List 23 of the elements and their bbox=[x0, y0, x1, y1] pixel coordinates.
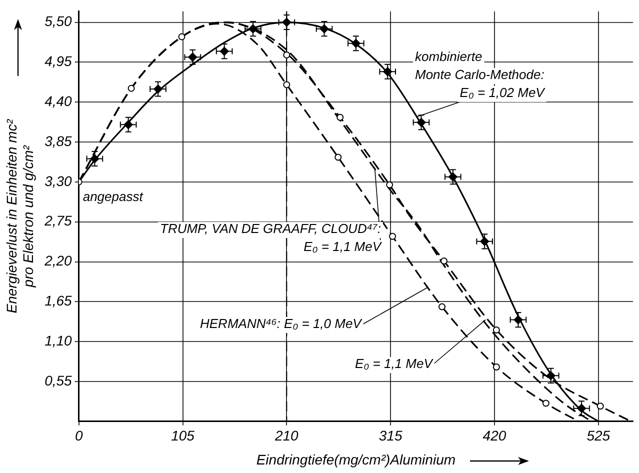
y-tick-label: 0,55 bbox=[44, 372, 72, 388]
y-tick-label: 3,30 bbox=[44, 172, 72, 189]
x-tick-label: 420 bbox=[482, 428, 506, 444]
y-tick-label: 4,95 bbox=[44, 53, 72, 70]
annotation: TRUMP, VAN DE GRAAFF, CLOUD⁴⁷: E₀ = 1,1 MeV bbox=[160, 221, 382, 254]
x-axis-title: Eindringtiefe(mg/cm²)Aluminium bbox=[256, 451, 456, 468]
annotation: kombinierte Monte Carlo-Methode: E₀ = 1,02 MeV bbox=[415, 49, 546, 100]
y-axis-title: Energieverlust in Einheiten mc² pro Elektron und g/cm² bbox=[3, 118, 36, 314]
annotation: HERMANN⁴⁶: E₀ = 1,0 MeV bbox=[200, 316, 363, 332]
y-tick-label: 5,50 bbox=[44, 13, 72, 30]
x-tick-label: 315 bbox=[378, 428, 402, 444]
annotation: angepasst bbox=[82, 189, 144, 204]
y-tick-label: 2,75 bbox=[44, 212, 72, 229]
y-tick-label: 1,10 bbox=[44, 332, 72, 348]
annotation: E₀ = 1,1 MeV bbox=[355, 356, 434, 372]
y-tick-label: 1,65 bbox=[44, 292, 72, 309]
y-tick-label: 2,20 bbox=[44, 252, 72, 269]
x-tick-label: 105 bbox=[171, 428, 195, 444]
x-tick-label: 0 bbox=[74, 428, 83, 444]
y-tick-label: 4,40 bbox=[44, 93, 72, 109]
x-tick-label: 525 bbox=[586, 428, 610, 444]
x-tick-label: 210 bbox=[274, 428, 299, 444]
y-tick-label: 3,85 bbox=[44, 132, 72, 149]
